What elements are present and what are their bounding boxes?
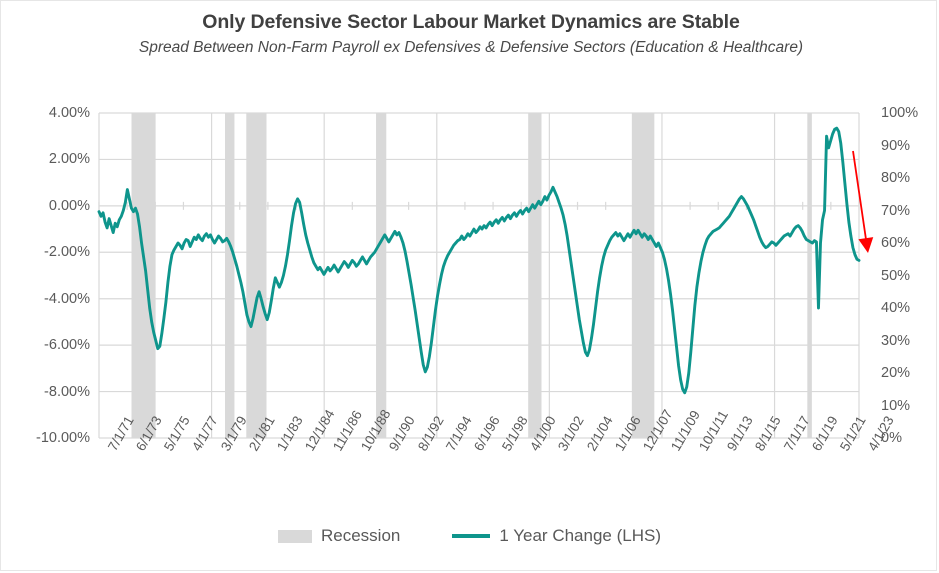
y-left-tick-label: -4.00% — [44, 290, 90, 307]
y-left-tick-label: 2.00% — [48, 151, 90, 168]
recession-band — [131, 113, 156, 438]
page-title: Only Defensive Sector Labour Market Dyna… — [202, 11, 740, 33]
arrow-head — [858, 237, 874, 253]
chart-subtitle: Spread Between Non-Farm Payroll ex Defen… — [138, 39, 804, 56]
trend-arrow-group — [852, 150, 874, 253]
legend: Recession 1 Year Change (LHS) — [1, 526, 938, 546]
series-line — [97, 126, 861, 395]
recession-band — [246, 113, 267, 438]
y-left-tick-label: -10.00% — [35, 430, 90, 446]
y-right-tick-label: 0% — [881, 430, 902, 446]
recession-band — [528, 113, 542, 438]
title-block: Only Defensive Sector Labour Market Dyna… — [71, 9, 871, 58]
recession-band — [376, 113, 387, 438]
y-right-tick-label: 70% — [881, 202, 911, 219]
y-left-tick-label: -8.00% — [44, 383, 90, 400]
legend-label-recession: Recession — [321, 526, 401, 545]
y-left-tick-label: 0.00% — [48, 197, 90, 214]
y-left-tick-label: 4.00% — [48, 105, 90, 121]
y-left-tick-label: -6.00% — [44, 337, 90, 354]
recession-bands-group — [131, 113, 812, 438]
y-right-tick-label: 30% — [881, 332, 911, 349]
legend-item-recession[interactable]: Recession — [278, 526, 400, 546]
y-right-tick-label: 60% — [881, 235, 911, 251]
recession-swatch-icon — [278, 529, 312, 543]
line-swatch-icon — [452, 534, 491, 538]
y-right-tick-label: 50% — [881, 267, 911, 284]
gridlines-group — [98, 112, 860, 439]
recession-band — [807, 113, 812, 438]
recession-band — [631, 113, 655, 438]
y-right-tick-label: 100% — [881, 105, 919, 121]
series-line-group — [97, 126, 861, 395]
y-left-tick-label: -2.00% — [44, 244, 90, 261]
y-right-tick-label: 10% — [881, 397, 911, 414]
legend-label-one-year-change: 1 Year Change (LHS) — [499, 526, 661, 545]
y-right-tick-label: 20% — [881, 365, 911, 381]
legend-item-one-year-change[interactable]: 1 Year Change (LHS) — [452, 526, 661, 546]
y-right-tick-label: 90% — [881, 137, 911, 154]
y-right-tick-label: 80% — [881, 170, 911, 186]
arrow-shaft — [852, 150, 868, 243]
y-right-tick-label: 40% — [881, 300, 911, 316]
recession-band — [225, 113, 235, 438]
